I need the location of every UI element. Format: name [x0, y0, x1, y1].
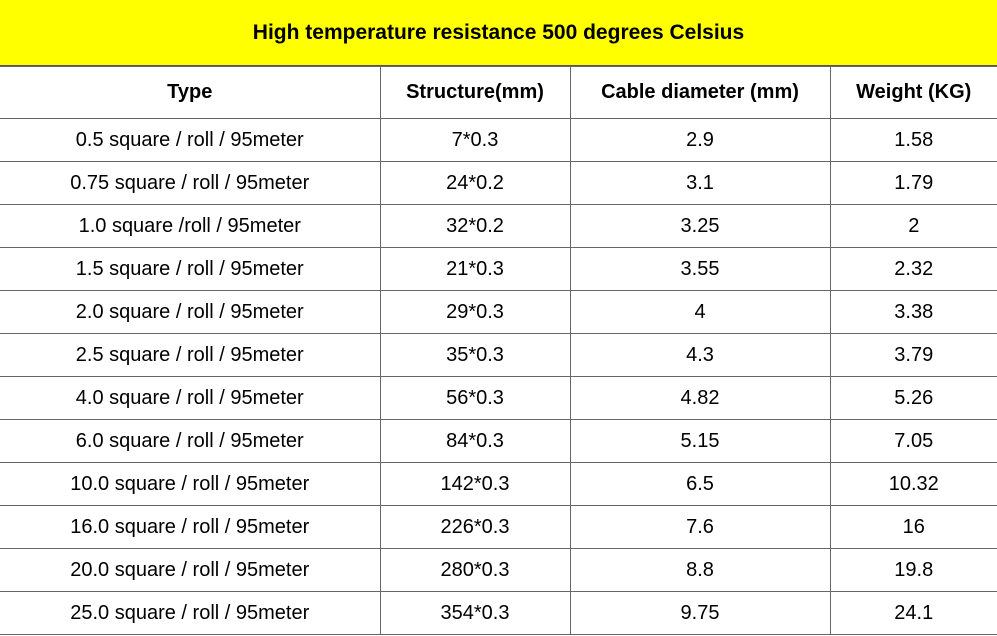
table-row: 20.0 square / roll / 95meter 280*0.3 8.8 19…: [0, 548, 997, 592]
table-cell: 142*0.3: [379, 462, 571, 506]
table-cell: 6.0 square / roll / 95meter: [0, 419, 381, 463]
table-cell: 4.0 square / roll / 95meter: [0, 376, 381, 420]
table-cell: 16: [829, 505, 997, 549]
table-cell: 0.5 square / roll / 95meter: [0, 118, 381, 162]
table-row: 0.5 square / roll / 95meter 7*0.3 2.9 1.58: [0, 118, 997, 162]
table-cell: 24*0.2: [379, 161, 571, 205]
table-cell: 16.0 square / roll / 95meter: [0, 505, 381, 549]
table-cell: 3.1: [569, 161, 831, 205]
table-cell: 3.55: [569, 247, 831, 291]
table-cell: 2.32: [829, 247, 997, 291]
table-cell: 280*0.3: [379, 548, 571, 592]
table-cell: 9.75: [569, 591, 831, 635]
table-cell: 1.58: [829, 118, 997, 162]
table-cell: 3.25: [569, 204, 831, 248]
table-cell: 2.5 square / roll / 95meter: [0, 333, 381, 377]
table-cell: 20.0 square / roll / 95meter: [0, 548, 381, 592]
table-cell: 4.82: [569, 376, 831, 420]
table-cell: 35*0.3: [379, 333, 571, 377]
table-cell: 2.0 square / roll / 95meter: [0, 290, 381, 334]
table-cell: 2: [829, 204, 997, 248]
header-cell: Weight (KG): [829, 66, 997, 119]
header-cell: Structure(mm): [379, 66, 571, 119]
spec-table: Type Structure(mm) Cable diameter (mm) Weig…: [0, 66, 997, 635]
table-cell: 3.79: [829, 333, 997, 377]
table-cell: 2.9: [569, 118, 831, 162]
table-body: 0.5 square / roll / 95meter 7*0.3 2.9 1.58 0…: [0, 118, 997, 635]
table-cell: 5.15: [569, 419, 831, 463]
table-row: 10.0 square / roll / 95meter 142*0.3 6.5 10…: [0, 462, 997, 506]
table-row: 6.0 square / roll / 95meter 84*0.3 5.15 7.0…: [0, 419, 997, 463]
table-cell: 19.8: [829, 548, 997, 592]
table-cell: 21*0.3: [379, 247, 571, 291]
table-cell: 0.75 square / roll / 95meter: [0, 161, 381, 205]
table-row: 1.0 square /roll / 95meter 32*0.2 3.25 2: [0, 204, 997, 248]
table-cell: 7*0.3: [379, 118, 571, 162]
table-row: 25.0 square / roll / 95meter 354*0.3 9.75 2…: [0, 591, 997, 635]
table-cell: 84*0.3: [379, 419, 571, 463]
header-cell: Type: [0, 66, 381, 119]
table-cell: 5.26: [829, 376, 997, 420]
table-cell: 1.0 square /roll / 95meter: [0, 204, 381, 248]
title: High temperature resistance 500 degrees …: [0, 0, 997, 66]
table-row: 0.75 square / roll / 95meter 24*0.2 3.1 1.7…: [0, 161, 997, 205]
table-row: 2.0 square / roll / 95meter 29*0.3 4 3.38: [0, 290, 997, 334]
table-cell: 226*0.3: [379, 505, 571, 549]
table-cell: 7.05: [829, 419, 997, 463]
table-cell: 32*0.2: [379, 204, 571, 248]
table-cell: 10.0 square / roll / 95meter: [0, 462, 381, 506]
table-cell: 4.3: [569, 333, 831, 377]
header-cell: Cable diameter (mm): [569, 66, 831, 119]
header-row: Type Structure(mm) Cable diameter (mm) Weig…: [0, 66, 997, 119]
table-cell: 4: [569, 290, 831, 334]
table-cell: 24.1: [829, 591, 997, 635]
table-cell: 8.8: [569, 548, 831, 592]
table-cell: 354*0.3: [379, 591, 571, 635]
table-row: 4.0 square / roll / 95meter 56*0.3 4.82 5.2…: [0, 376, 997, 420]
table-cell: 1.79: [829, 161, 997, 205]
table-cell: 29*0.3: [379, 290, 571, 334]
table-cell: 6.5: [569, 462, 831, 506]
table-row: 2.5 square / roll / 95meter 35*0.3 4.3 3.79: [0, 333, 997, 377]
table-cell: 56*0.3: [379, 376, 571, 420]
table-cell: 25.0 square / roll / 95meter: [0, 591, 381, 635]
table-cell: 3.38: [829, 290, 997, 334]
table-row: 1.5 square / roll / 95meter 21*0.3 3.55 2.3…: [0, 247, 997, 291]
table-cell: 7.6: [569, 505, 831, 549]
table-cell: 10.32: [829, 462, 997, 506]
table-cell: 1.5 square / roll / 95meter: [0, 247, 381, 291]
table-row: 16.0 square / roll / 95meter 226*0.3 7.6 16: [0, 505, 997, 549]
